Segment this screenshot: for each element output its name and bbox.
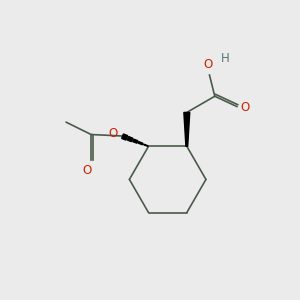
Text: O: O (203, 58, 213, 71)
Polygon shape (133, 139, 138, 143)
Text: H: H (221, 52, 230, 65)
Text: O: O (240, 100, 250, 114)
Polygon shape (127, 136, 133, 142)
Polygon shape (184, 112, 190, 146)
Text: O: O (82, 164, 91, 177)
Polygon shape (122, 134, 128, 140)
Polygon shape (138, 142, 143, 145)
Text: O: O (108, 127, 118, 140)
Polygon shape (144, 144, 148, 146)
